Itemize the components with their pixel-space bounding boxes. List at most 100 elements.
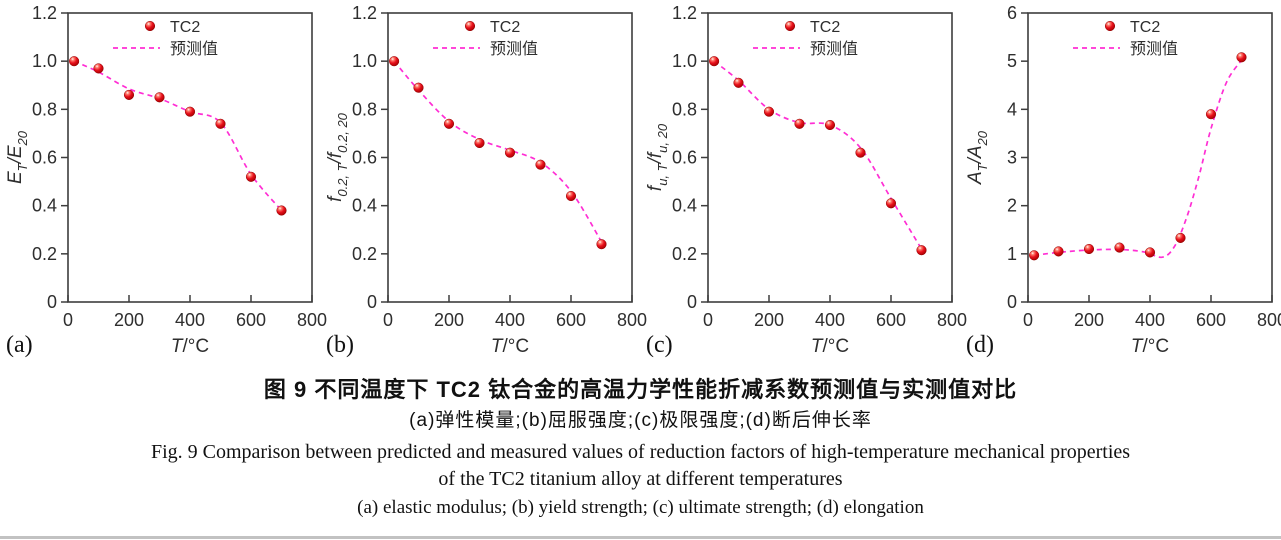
- chart-d-canvas: 0 200 400 600 800 T/°C 0 1 2 3 4 5 6 AT/A20 TC2 预测值 (d): [965, 3, 1281, 358]
- x-axis-label: T/°C: [1131, 336, 1169, 357]
- data-point: [916, 245, 927, 256]
- data-point: [413, 82, 424, 93]
- legend-predicted-label: 预测值: [810, 40, 858, 58]
- data-point: [565, 190, 577, 202]
- charts-row: 0 200 400 600 800 T/°C 0 0.2 0.4 0.6 0.8 1.0 1.2 ET/E…: [0, 0, 1281, 368]
- y-tick-label: 0: [47, 292, 57, 312]
- svg-text:AT/A20: AT/A20: [965, 130, 990, 185]
- x-tick-label: 600: [1196, 310, 1226, 330]
- data-point: [824, 119, 836, 131]
- y-tick-label: 0.2: [672, 244, 697, 264]
- legend-predicted-label: 预测值: [490, 40, 538, 58]
- y-tick-label: 2: [1007, 196, 1017, 216]
- x-tick-label: 400: [815, 310, 845, 330]
- legend-marker-icon: [464, 20, 476, 32]
- data-point: [69, 56, 80, 67]
- y-tick-label: 4: [1007, 99, 1017, 119]
- bottom-divider: [0, 536, 1281, 539]
- legend-marker-icon: [784, 20, 796, 32]
- caption-zh-title: 图 9 不同温度下 TC2 钛合金的高温力学性能折减系数预测值与实测值对比: [263, 377, 1018, 402]
- x-tick-label: 0: [63, 310, 73, 330]
- data-points: [709, 56, 927, 256]
- data-point: [885, 198, 897, 209]
- chart-panel-c: 0 200 400 600 800 T/°C 0 0.2 0.4 0.6 0.8 1.0 1.2 fu, …: [640, 0, 967, 368]
- x-tick-label: 0: [703, 310, 713, 330]
- x-tick-label: 400: [495, 310, 525, 330]
- data-point: [123, 89, 135, 100]
- caption-en-line1: Fig. 9 Comparison between predicted and …: [150, 441, 1131, 463]
- panel-letter: (a): [6, 332, 33, 358]
- y-tick-label: 0.4: [352, 196, 377, 216]
- x-axis-label: T/°C: [811, 336, 849, 357]
- y-tick-label: 0.8: [32, 99, 57, 119]
- y-tick-label: 1.0: [352, 51, 377, 71]
- legend-predicted-label: 预测值: [1130, 40, 1178, 58]
- x-tick-label: 600: [236, 310, 266, 330]
- data-point: [1175, 232, 1186, 243]
- data-point: [709, 56, 720, 67]
- data-point: [1053, 246, 1064, 257]
- data-point: [184, 106, 196, 117]
- legend-series-label: TC2: [170, 19, 200, 36]
- predicted-line: [1033, 59, 1243, 259]
- legend-series-label: TC2: [810, 19, 840, 36]
- data-point: [474, 137, 485, 149]
- svg-text:fu, T/fu, 20: fu, T/fu, 20: [645, 123, 670, 191]
- y-tick-label: 1.2: [672, 3, 697, 23]
- data-points: [1029, 52, 1247, 261]
- y-tick-label: 1: [1007, 244, 1017, 264]
- data-point: [794, 118, 805, 129]
- y-axis-label: f0.2, T/f0.2, 20: [325, 112, 350, 202]
- data-point: [763, 106, 775, 117]
- x-tick-label: 800: [937, 310, 967, 330]
- x-tick-label: 600: [556, 310, 586, 330]
- y-tick-label: 0: [687, 292, 697, 312]
- y-axis: 0 0.2 0.4 0.6 0.8 1.0 1.2: [672, 3, 708, 312]
- x-tick-label: 200: [1074, 310, 1104, 330]
- legend-series-label: TC2: [1130, 19, 1160, 36]
- data-point: [245, 171, 257, 182]
- data-point: [504, 147, 516, 158]
- x-axis-label: T/°C: [171, 336, 209, 357]
- caption-zh-sub: (a)弹性模量;(b)屈服强度;(c)极限强度;(d)断后伸长率: [409, 410, 872, 431]
- y-tick-label: 0.2: [352, 244, 377, 264]
- chart-c-canvas: 0 200 400 600 800 T/°C 0 0.2 0.4 0.6 0.8 1.0 1.2 fu, …: [645, 3, 967, 358]
- data-point: [276, 205, 287, 216]
- y-axis-label: AT/A20: [965, 130, 990, 185]
- y-tick-label: 1.2: [352, 3, 377, 23]
- chart-panel-b: 0 200 400 600 800 T/°C 0 0.2 0.4 0.6 0.8 1.0 1.2 f0.2…: [320, 0, 647, 368]
- data-point: [1205, 109, 1217, 120]
- figure-caption: 图 9 不同温度下 TC2 钛合金的高温力学性能折减系数预测值与实测值对比 (a…: [0, 368, 1281, 521]
- x-axis-label: T/°C: [491, 336, 529, 357]
- y-axis: 0 0.2 0.4 0.6 0.8 1.0 1.2: [352, 3, 388, 312]
- y-tick-label: 6: [1007, 3, 1017, 23]
- panel-letter: (c): [646, 332, 673, 358]
- data-point: [596, 239, 607, 250]
- y-tick-label: 0.2: [32, 244, 57, 264]
- x-axis: 0 200 400 600 800 T/°C: [1023, 295, 1281, 357]
- chart-panel-a: 0 200 400 600 800 T/°C 0 0.2 0.4 0.6 0.8 1.0 1.2 ET/E…: [0, 0, 327, 368]
- y-tick-label: 3: [1007, 148, 1017, 168]
- data-point: [443, 118, 455, 129]
- legend: TC2 预测值: [1073, 19, 1178, 58]
- x-tick-label: 0: [1023, 310, 1033, 330]
- data-points: [389, 56, 607, 250]
- panel-letter: (b): [326, 332, 354, 358]
- chart-panel-d: 0 200 400 600 800 T/°C 0 1 2 3 4 5 6 AT/A20 TC2 预测值 (d): [960, 0, 1281, 368]
- data-point: [1236, 52, 1247, 63]
- x-tick-label: 200: [114, 310, 144, 330]
- y-tick-label: 1.0: [32, 51, 57, 71]
- legend-marker-icon: [1104, 20, 1116, 32]
- x-tick-label: 400: [1135, 310, 1165, 330]
- y-tick-label: 0.8: [352, 99, 377, 119]
- data-point: [215, 118, 226, 129]
- data-point: [1144, 247, 1156, 258]
- legend-predicted-label: 预测值: [170, 40, 218, 58]
- x-tick-label: 800: [617, 310, 647, 330]
- y-tick-label: 0.8: [672, 99, 697, 119]
- x-tick-label: 200: [434, 310, 464, 330]
- legend: TC2 预测值: [113, 19, 218, 58]
- chart-b-canvas: 0 200 400 600 800 T/°C 0 0.2 0.4 0.6 0.8 1.0 1.2 f0.2…: [325, 3, 647, 358]
- x-axis: 0 200 400 600 800 T/°C: [383, 295, 647, 357]
